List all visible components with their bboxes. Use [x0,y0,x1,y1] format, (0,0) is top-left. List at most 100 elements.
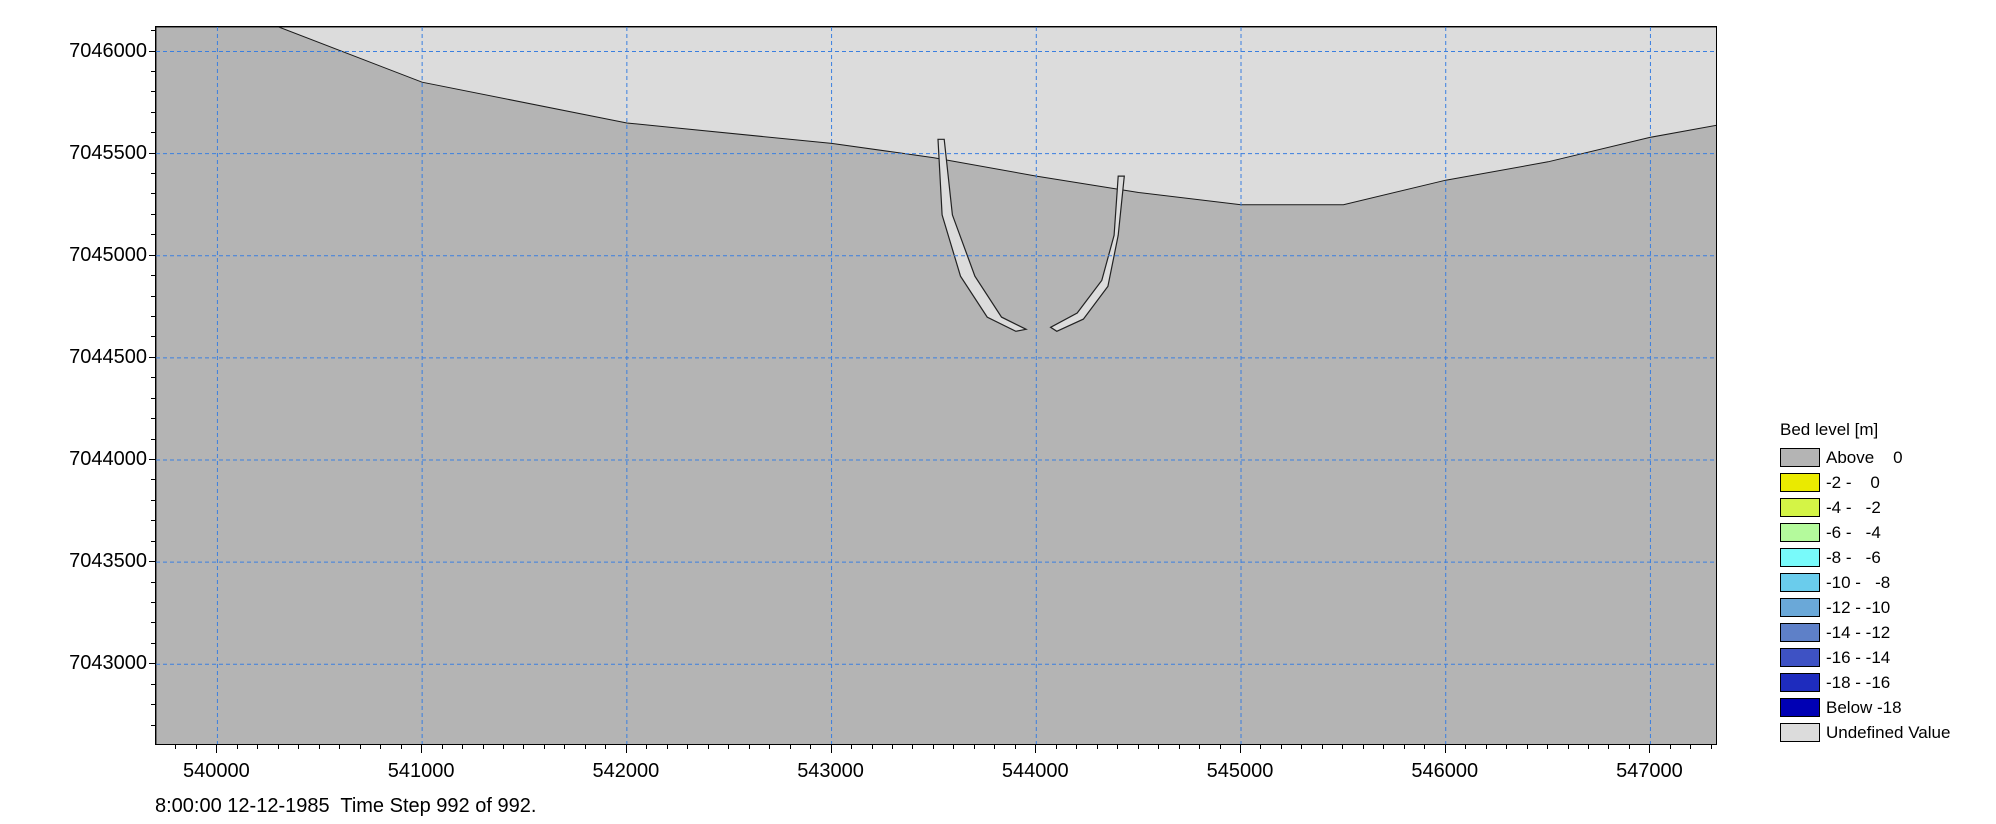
legend-label: -14 - -12 [1826,623,1891,642]
y-tick-mark [149,459,155,461]
y-tick-mark [149,254,155,256]
x-minor-tick [482,745,484,749]
x-minor-tick [1608,745,1610,749]
legend-swatch [1780,448,1820,467]
y-tick-mark [149,663,155,665]
x-minor-tick [953,745,955,749]
x-minor-tick [1383,745,1385,749]
breakwater-shape [1049,175,1125,332]
legend-label: -12 - -10 [1826,598,1891,617]
legend-entry: -4 - -2 [1780,495,1881,520]
x-minor-tick [400,745,402,749]
x-tick-mark [216,745,218,753]
x-minor-tick [891,745,893,749]
legend-swatch [1780,648,1820,667]
y-minor-tick [151,91,155,93]
y-minor-tick [151,234,155,236]
legend-swatch [1780,573,1820,592]
legend-entry: -6 - -4 [1780,520,1881,545]
y-minor-tick [151,540,155,542]
y-tick-label: 7045500 [69,141,147,164]
legend-label: Below -18 [1826,698,1902,717]
y-minor-tick [151,295,155,297]
legend-swatch [1780,498,1820,517]
y-tick-label: 7046000 [69,39,147,62]
y-minor-tick [151,111,155,113]
x-minor-tick [1178,745,1180,749]
x-minor-tick [1096,745,1098,749]
x-minor-tick [503,745,505,749]
x-minor-tick [994,745,996,749]
x-minor-tick [1506,745,1508,749]
x-minor-tick [339,745,341,749]
x-minor-tick [973,745,975,749]
legend-entry: Undefined Value [1780,720,1950,745]
x-tick-label: 546000 [1411,760,1479,782]
x-minor-tick [1567,745,1569,749]
legend-swatch [1780,723,1820,742]
x-minor-tick [748,745,750,749]
legend-swatch [1780,473,1820,492]
y-minor-tick [151,438,155,440]
x-minor-tick [1526,745,1528,749]
x-minor-tick [257,745,259,749]
contour-bands [156,27,1716,744]
x-minor-tick [1076,745,1078,749]
x-minor-tick [1301,745,1303,749]
x-minor-tick [1219,745,1221,749]
legend-swatch [1780,598,1820,617]
legend-title: Bed level [m] [1780,420,1879,439]
x-minor-tick [687,745,689,749]
legend-entry: -12 - -10 [1780,595,1890,620]
legend-entry: -10 - -8 [1780,570,1890,595]
x-minor-tick [912,745,914,749]
x-minor-tick [462,745,464,749]
y-minor-tick [151,520,155,522]
x-minor-tick [728,745,730,749]
x-tick-mark [1035,745,1037,753]
legend-label: -6 - -4 [1826,523,1881,542]
y-minor-tick [151,30,155,32]
y-minor-tick [151,602,155,604]
x-minor-tick [646,745,648,749]
x-minor-tick [1117,745,1119,749]
x-minor-tick [1199,745,1201,749]
y-minor-tick [151,683,155,685]
x-tick-mark [1649,745,1651,753]
x-tick-label: 547000 [1616,760,1683,782]
x-minor-tick [1465,745,1467,749]
x-tick-label: 541000 [387,760,455,782]
legend-swatch [1780,623,1820,642]
y-minor-tick [151,724,155,726]
y-tick-label: 7045000 [69,243,147,266]
y-minor-tick [151,581,155,583]
y-tick-label: 7044000 [69,448,147,471]
x-minor-tick [318,745,320,749]
x-tick-mark [625,745,627,753]
y-minor-tick [151,622,155,624]
legend-entry: -2 - 0 [1780,470,1880,495]
y-minor-tick [151,479,155,481]
legend-label: Undefined Value [1826,723,1951,742]
time-step-label: 8:00:00 12-12-1985 Time Step 992 of 992. [155,795,537,817]
legend-entry: -14 - -12 [1780,620,1890,645]
y-minor-tick [151,70,155,72]
y-minor-tick [151,213,155,215]
y-minor-tick [151,418,155,420]
y-tick-mark [149,152,155,154]
x-tick-mark [421,745,423,753]
x-minor-tick [1362,745,1364,749]
y-minor-tick [151,642,155,644]
x-minor-tick [359,745,361,749]
legend-label: -18 - -16 [1826,673,1891,692]
legend-entry: -16 - -14 [1780,645,1890,670]
y-tick-mark [149,356,155,358]
y-minor-tick [151,336,155,338]
x-minor-tick [1710,745,1712,749]
x-minor-tick [810,745,812,749]
y-minor-tick [151,275,155,277]
x-minor-tick [195,745,197,749]
x-minor-tick [769,745,771,749]
y-tick-label: 7043000 [69,652,147,675]
legend-entry: -8 - -6 [1780,545,1881,570]
